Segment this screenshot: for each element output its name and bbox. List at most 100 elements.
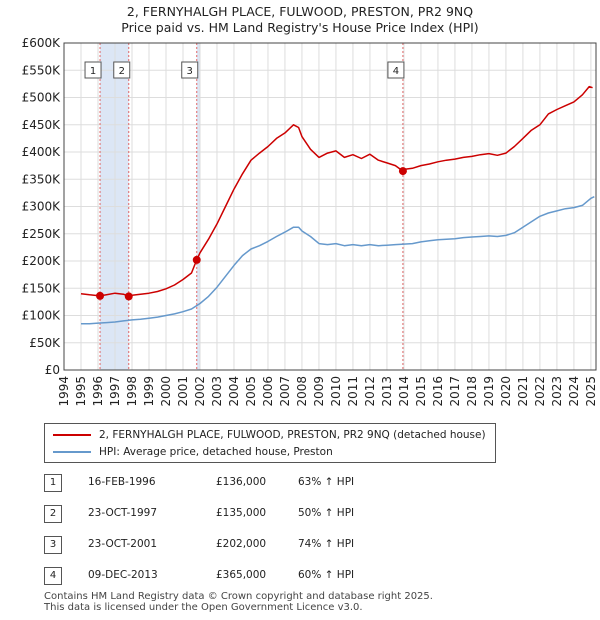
- sale-price: £365,000: [216, 569, 267, 581]
- legend: 2, FERNYHALGH PLACE, FULWOOD, PRESTON, P…: [44, 423, 496, 463]
- y-tick-label: £200K: [22, 254, 62, 268]
- x-tick-label: 2015: [414, 376, 428, 407]
- chart-title: 2, FERNYHALGH PLACE, FULWOOD, PRESTON, P…: [126, 4, 474, 19]
- axes: £0 £50K £100K £150K £200K £250K £300K £350K £400…: [22, 36, 598, 407]
- series-lines: [80, 85, 595, 325]
- sale-marker-box: [84, 61, 102, 79]
- sale-marker-box: [113, 61, 131, 79]
- hpi-line: [81, 196, 595, 325]
- y-tick-label: £450K: [22, 118, 62, 132]
- x-tick-label: 2007: [278, 376, 292, 407]
- sale-vlines: [99, 43, 404, 370]
- sale-date: 16-FEB-1996: [88, 476, 156, 488]
- y-tick-label: £600K: [22, 36, 62, 50]
- x-tick-label: 2021: [516, 376, 530, 407]
- sale-number-badge: 2: [44, 505, 62, 523]
- sale-marker: 3: [181, 61, 199, 79]
- x-tick-label: 2023: [550, 376, 564, 407]
- x-tick-label: 2014: [397, 376, 411, 407]
- y-tick-label: £350K: [22, 172, 62, 186]
- sale-point: [192, 255, 201, 264]
- x-tick-label: 2012: [363, 376, 377, 407]
- sale-marker: 4: [387, 61, 405, 79]
- chart-subtitle: Price paid vs. HM Land Registry's House …: [121, 20, 479, 35]
- x-tick-label: 2024: [567, 376, 581, 407]
- x-tick-label: 2016: [431, 376, 445, 407]
- legend-label-property: 2, FERNYHALGH PLACE, FULWOOD, PRESTON, P…: [99, 429, 486, 441]
- sale-date: 23-OCT-1997: [88, 507, 157, 519]
- y-tick-label: £150K: [22, 281, 62, 295]
- x-tick-label: 2019: [482, 376, 496, 407]
- x-tick-label: 1996: [91, 376, 105, 407]
- legend-label-hpi: HPI: Average price, detached house, Pres…: [99, 446, 333, 458]
- x-tick-label: 2005: [244, 376, 258, 407]
- x-tick-label: 2009: [312, 376, 326, 407]
- sale-number-badge: 1: [44, 474, 62, 492]
- table-row: 2 23-OCT-1997 £135,000 50% ↑ HPI: [44, 505, 444, 523]
- sale-hpi-change: 74% ↑ HPI: [298, 538, 355, 550]
- sale-hpi-change: 63% ↑ HPI: [298, 476, 355, 488]
- table-row: 4 09-DEC-2013 £365,000 60% ↑ HPI: [44, 567, 444, 585]
- y-tick-label: £500K: [22, 91, 62, 105]
- sale-marker-box: [181, 61, 199, 79]
- y-tick-label: £50K: [29, 336, 61, 350]
- x-tick-label: 2025: [584, 376, 598, 407]
- x-tick-label: 2013: [380, 376, 394, 407]
- x-tick-label: 2018: [465, 376, 479, 407]
- y-tick-label: £100K: [22, 309, 62, 323]
- sale-marker: 1: [84, 61, 102, 79]
- x-tick-label: 2017: [448, 376, 462, 407]
- sale-price: £136,000: [216, 476, 267, 488]
- sale-point: [398, 167, 407, 176]
- y-tick-label: £250K: [22, 227, 62, 241]
- sale-point: [96, 291, 105, 300]
- x-tick-label: 2000: [159, 376, 173, 407]
- legend-item-property: 2, FERNYHALGH PLACE, FULWOOD, PRESTON, P…: [53, 427, 486, 443]
- x-tick-label: 2022: [533, 376, 547, 407]
- x-tick-label: 2020: [499, 376, 513, 407]
- sale-price: £135,000: [216, 507, 267, 519]
- chart-title-block: 2, FERNYHALGH PLACE, FULWOOD, PRESTON, P…: [0, 4, 600, 36]
- price-chart: 1 2 3 4 £0 £50K £100K £150K £200K £250K £300K £350…: [22, 36, 598, 407]
- x-tick-label: 1997: [108, 376, 122, 407]
- sale-marker-label: 3: [187, 66, 193, 77]
- sale-hpi-change: 50% ↑ HPI: [298, 507, 355, 519]
- sale-marker-label: 2: [119, 66, 125, 77]
- x-tick-label: 2010: [329, 376, 343, 407]
- sale-marker-label: 4: [393, 66, 399, 77]
- legend-swatch-hpi: [53, 451, 91, 453]
- sale-markers: 1 2 3 4: [84, 61, 405, 79]
- footer: Contains HM Land Registry data © Crown c…: [44, 591, 433, 613]
- sale-marker-label: 1: [90, 66, 96, 77]
- footer-licence: This data is licensed under the Open Gov…: [44, 602, 363, 613]
- y-tick-label: £400K: [22, 145, 62, 159]
- sale-date: 23-OCT-2001: [88, 538, 157, 550]
- x-tick-label: 2011: [346, 376, 360, 407]
- legend-swatch-property: [53, 434, 91, 436]
- legend-item-hpi: HPI: Average price, detached house, Pres…: [53, 444, 333, 460]
- x-tick-label: 2001: [176, 376, 190, 407]
- y-tick-label: £550K: [22, 63, 62, 77]
- sale-marker: 2: [113, 61, 131, 79]
- sale-points: [96, 167, 407, 301]
- sale-number-badge: 4: [44, 567, 62, 585]
- property-price-line: [80, 85, 593, 298]
- x-tick-label: 2008: [295, 376, 309, 407]
- sale-marker-box: [387, 61, 405, 79]
- gridlines: [63, 42, 596, 371]
- sale-number-badge: 3: [44, 536, 62, 554]
- sale-hpi-change: 60% ↑ HPI: [298, 569, 355, 581]
- sale-point: [124, 292, 133, 301]
- x-tick-label: 2006: [261, 376, 275, 407]
- x-tick-label: 1998: [125, 376, 139, 407]
- y-tick-label: £0: [45, 363, 60, 377]
- x-tick-label: 2003: [210, 376, 224, 407]
- x-tick-label: 2004: [227, 376, 241, 407]
- x-tick-label: 1994: [57, 376, 71, 407]
- sale-price: £202,000: [216, 538, 267, 550]
- table-row: 1 16-FEB-1996 £136,000 63% ↑ HPI: [44, 474, 444, 492]
- x-tick-label: 2002: [193, 376, 207, 407]
- table-row: 3 23-OCT-2001 £202,000 74% ↑ HPI: [44, 536, 444, 554]
- sale-date: 09-DEC-2013: [88, 569, 158, 581]
- footer-copyright: Contains HM Land Registry data © Crown c…: [44, 591, 433, 602]
